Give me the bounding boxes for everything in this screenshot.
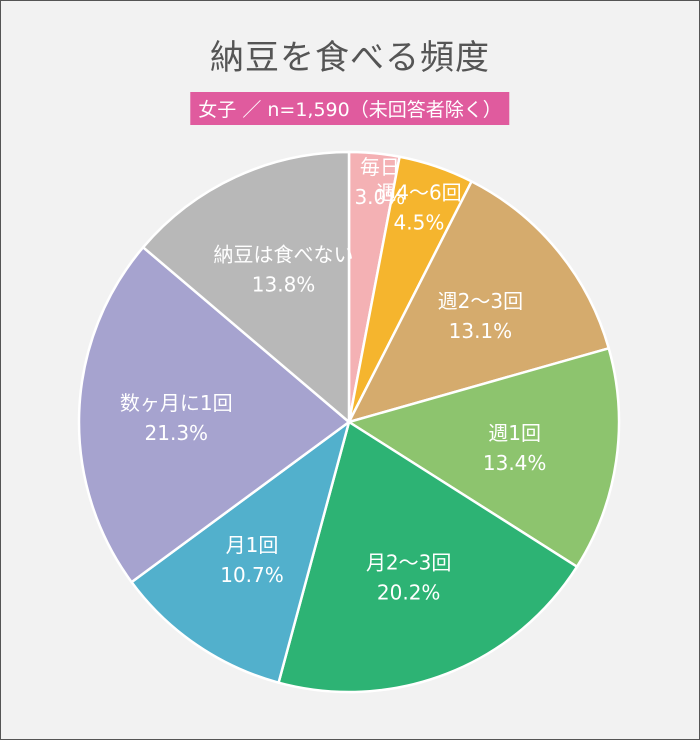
pie-slice (130, 420, 351, 684)
chart-subtitle-badge: 女子 ／ n=1,590（未回答者除く） (190, 92, 510, 125)
slice-category-label: 週2〜3回 (438, 289, 523, 313)
slice-category-label: 週4〜6回 (376, 181, 461, 205)
slice-value-label: 4.5% (394, 211, 445, 235)
slice-value-label: 3.0% (354, 185, 405, 209)
slice-category-label: 月1回 (226, 533, 279, 557)
slice-value-label: 20.2% (377, 581, 441, 605)
pie-slice (277, 420, 579, 694)
pie-slice (141, 150, 351, 424)
pie-slices (77, 150, 621, 694)
slice-value-label: 10.7% (220, 563, 284, 587)
slice-category-label: 数ヶ月に1回 (120, 391, 233, 415)
pie-slice (77, 246, 351, 584)
slice-category-label: 月2〜3回 (366, 551, 451, 575)
slice-category-label: 毎日 (360, 155, 400, 179)
pie-labels: 毎日 3.0%週4〜6回 4.5% 週2〜3回 13.1% 週1回 13.4% 月2〜3回 20… (120, 155, 546, 604)
pie-slice (347, 180, 610, 424)
slice-value-label: 13.8% (252, 273, 316, 297)
slice-category-label: 週1回 (488, 421, 541, 445)
slice-value-label: 13.4% (483, 451, 547, 475)
pie-slice (347, 347, 621, 568)
chart-title: 納豆を食べる頻度 (210, 38, 490, 78)
slice-value-label: 13.1% (449, 319, 513, 343)
slice-category-label: 納豆は食べない (214, 243, 354, 267)
slice-value-label: 21.3% (145, 421, 209, 445)
